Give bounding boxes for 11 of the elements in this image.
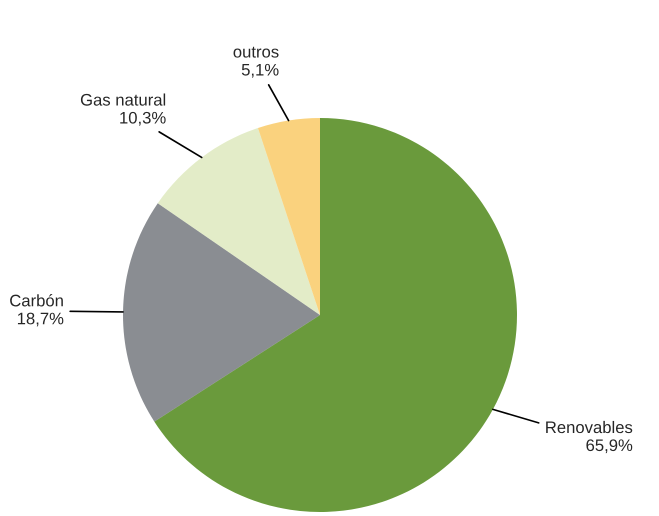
slice-label: outros (234, 46, 279, 58)
data-label: 5,1% (242, 64, 279, 78)
slice-label: Renovables (546, 420, 632, 434)
pie-slice (123, 203, 320, 422)
pie-slice (258, 118, 320, 315)
slice-label: Carbón (10, 294, 63, 306)
data-label: 18,7% (18, 312, 64, 326)
pie-slice (158, 128, 320, 315)
slice-label: Gas natural (80, 93, 166, 106)
data-label: 65,9% (586, 439, 632, 454)
data-label: 10,3% (120, 112, 166, 126)
